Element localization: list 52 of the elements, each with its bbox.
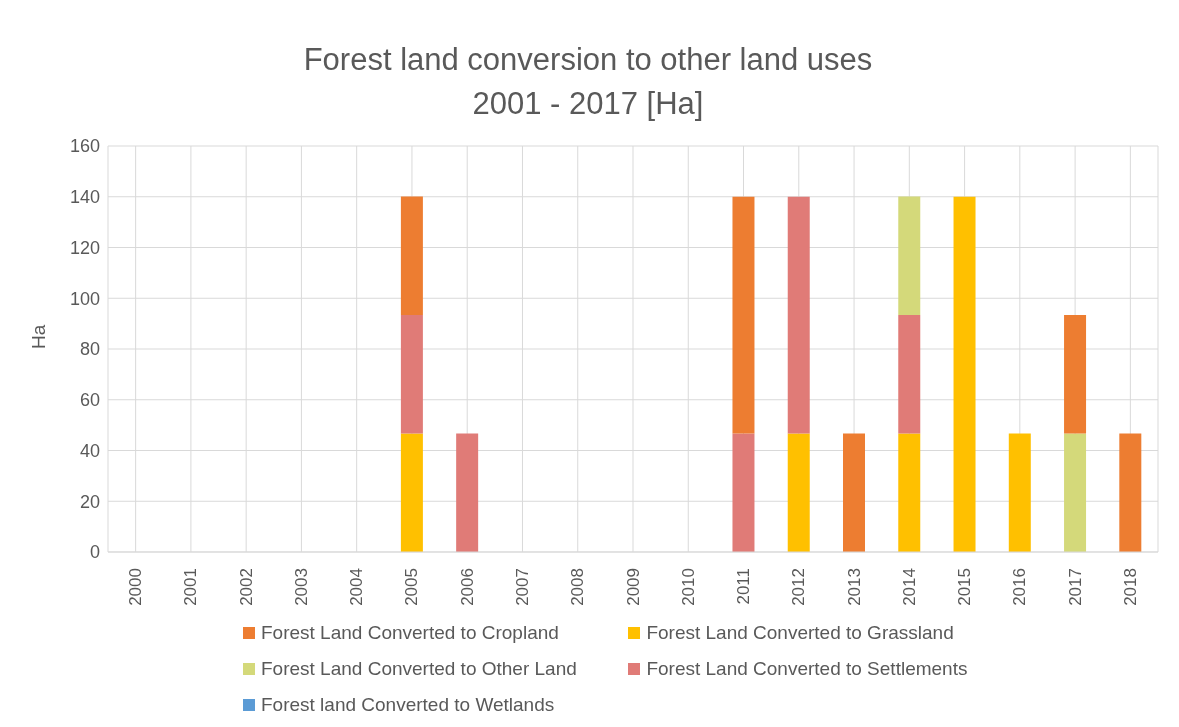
x-tick-label: 2006 [457, 568, 477, 606]
bar [732, 196, 755, 434]
x-tick-label: 2018 [1120, 568, 1140, 606]
y-tick-label: 20 [79, 491, 100, 512]
bar [898, 196, 921, 315]
bar [732, 433, 755, 552]
legend-label: Forest Land Converted to Grassland [645, 622, 955, 644]
bar [400, 433, 423, 552]
bar [787, 196, 810, 434]
x-tick-label: 2014 [899, 568, 919, 606]
x-tick-label: 2001 [181, 568, 201, 606]
x-tick-label: 2010 [678, 568, 698, 606]
x-tick-label: 2003 [291, 568, 311, 606]
x-tick-label: 2009 [623, 568, 643, 606]
bar [1008, 433, 1031, 552]
x-tick-label: 2008 [568, 568, 588, 606]
bar [843, 433, 865, 552]
y-tick-label: 120 [69, 237, 100, 258]
x-tick-label: 2000 [126, 568, 146, 606]
y-tick-label: 140 [69, 187, 100, 208]
x-tick-label: 2002 [236, 568, 256, 606]
bar [400, 315, 423, 434]
bar [787, 433, 810, 552]
y-axis-title: Ha [27, 324, 49, 349]
x-tick-label: 2016 [1010, 568, 1030, 606]
legend-label: Forest Land Converted to Other Land [260, 658, 578, 680]
x-tick-label: 2013 [844, 568, 864, 606]
y-tick-label: 100 [69, 288, 100, 309]
legend-label: Forest land Converted to Wetlands [260, 694, 556, 716]
x-tick-label: 2004 [347, 568, 367, 606]
x-tick-label: 2007 [512, 568, 532, 606]
bar [456, 433, 479, 552]
bar [400, 196, 423, 315]
bar [898, 433, 921, 552]
y-tick-label: 80 [79, 339, 100, 360]
y-tick-label: 40 [79, 440, 100, 461]
x-tick-label: 2011 [734, 568, 754, 605]
chart-title: Forest land conversion to other land uses 2001 - 2017 [Ha] [302, 41, 874, 123]
x-tick-label: 2005 [402, 568, 422, 606]
x-tick-label: 2017 [1065, 568, 1085, 606]
bar [953, 196, 976, 552]
legend-label: Forest Land Converted to Cropland [260, 622, 560, 644]
bar [1064, 433, 1087, 552]
x-tick-label: 2012 [789, 568, 809, 606]
y-tick-label: 160 [69, 136, 100, 157]
y-tick-label: 60 [79, 390, 100, 411]
legend-label: Forest Land Converted to Settlements [645, 658, 969, 680]
bar [898, 315, 921, 434]
bar [1064, 315, 1087, 434]
x-tick-label: 2015 [955, 568, 975, 606]
bar [1119, 433, 1142, 552]
y-tick-label: 0 [89, 542, 100, 563]
